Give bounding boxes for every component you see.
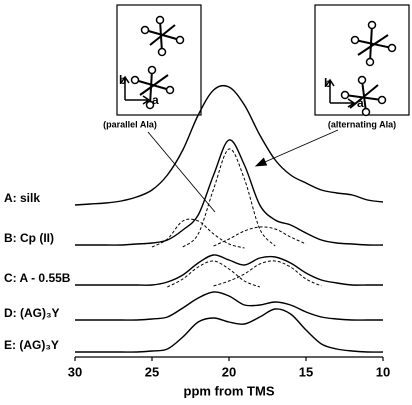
inset-x-axis-label: a [357, 96, 364, 110]
pointer-lines [148, 130, 338, 212]
inset-caption: (alternating Ala) [328, 119, 396, 129]
inset-x-axis-label: a [152, 93, 159, 107]
x-tick-label: 30 [68, 364, 82, 379]
component-line [214, 227, 306, 246]
x-tick-label: 20 [222, 364, 236, 379]
series-label: A: silk [4, 191, 40, 205]
inset-y-axis-label: b [324, 76, 331, 90]
inset-left [117, 5, 201, 115]
chart: b a b a (parallel Ala) (alternating Ala)… [0, 0, 412, 400]
spectrum-line [75, 292, 383, 320]
x-tick-label: 15 [299, 364, 313, 379]
spectrum-line [75, 309, 383, 352]
series-label: E: (AG)₃Y [4, 338, 59, 352]
x-tick-label: 25 [145, 364, 159, 379]
x-tick-label: 10 [376, 364, 390, 379]
component-line [214, 261, 322, 286]
series-label: C: A - 0.55B [4, 271, 71, 285]
series-label: B: Cp (II) [4, 231, 54, 245]
x-axis-label: ppm from TMS [184, 383, 275, 398]
series-label: D: (AG)₃Y [4, 306, 60, 320]
inset-y-axis-label: b [119, 73, 126, 87]
inset-caption: (parallel Ala) [103, 119, 157, 129]
